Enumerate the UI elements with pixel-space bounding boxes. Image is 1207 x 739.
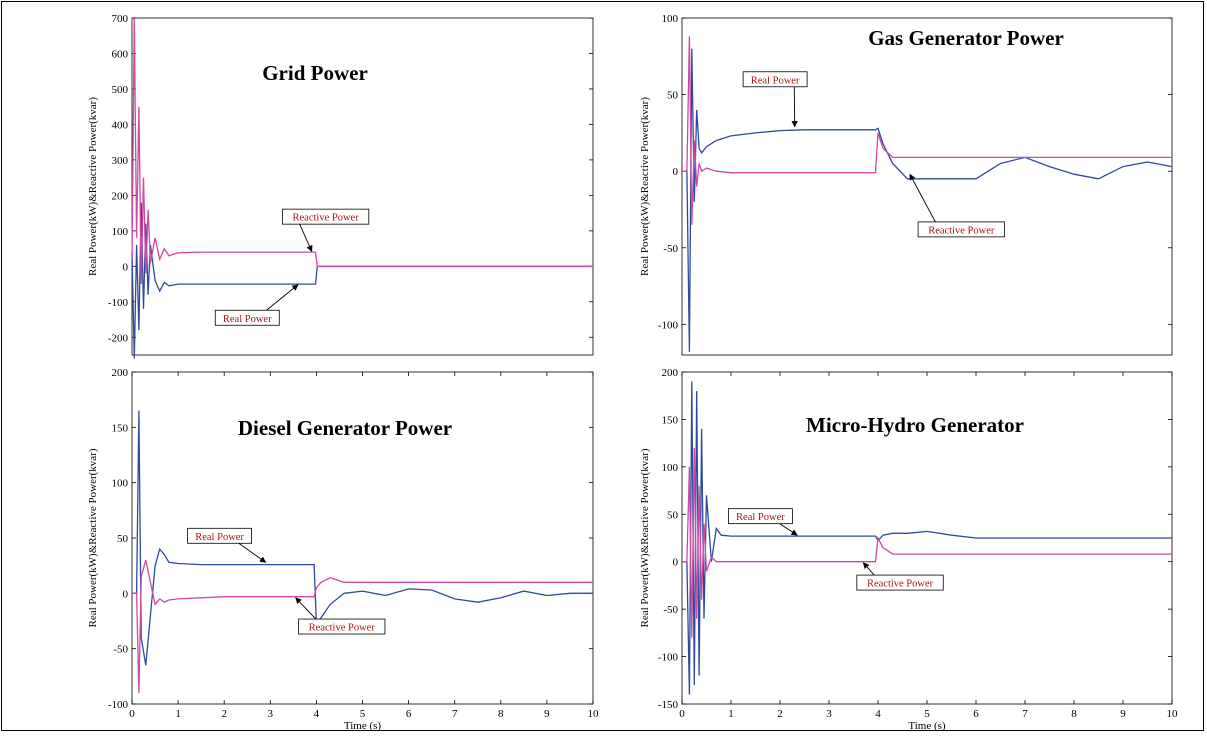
- figure-frame: [1, 1, 1204, 731]
